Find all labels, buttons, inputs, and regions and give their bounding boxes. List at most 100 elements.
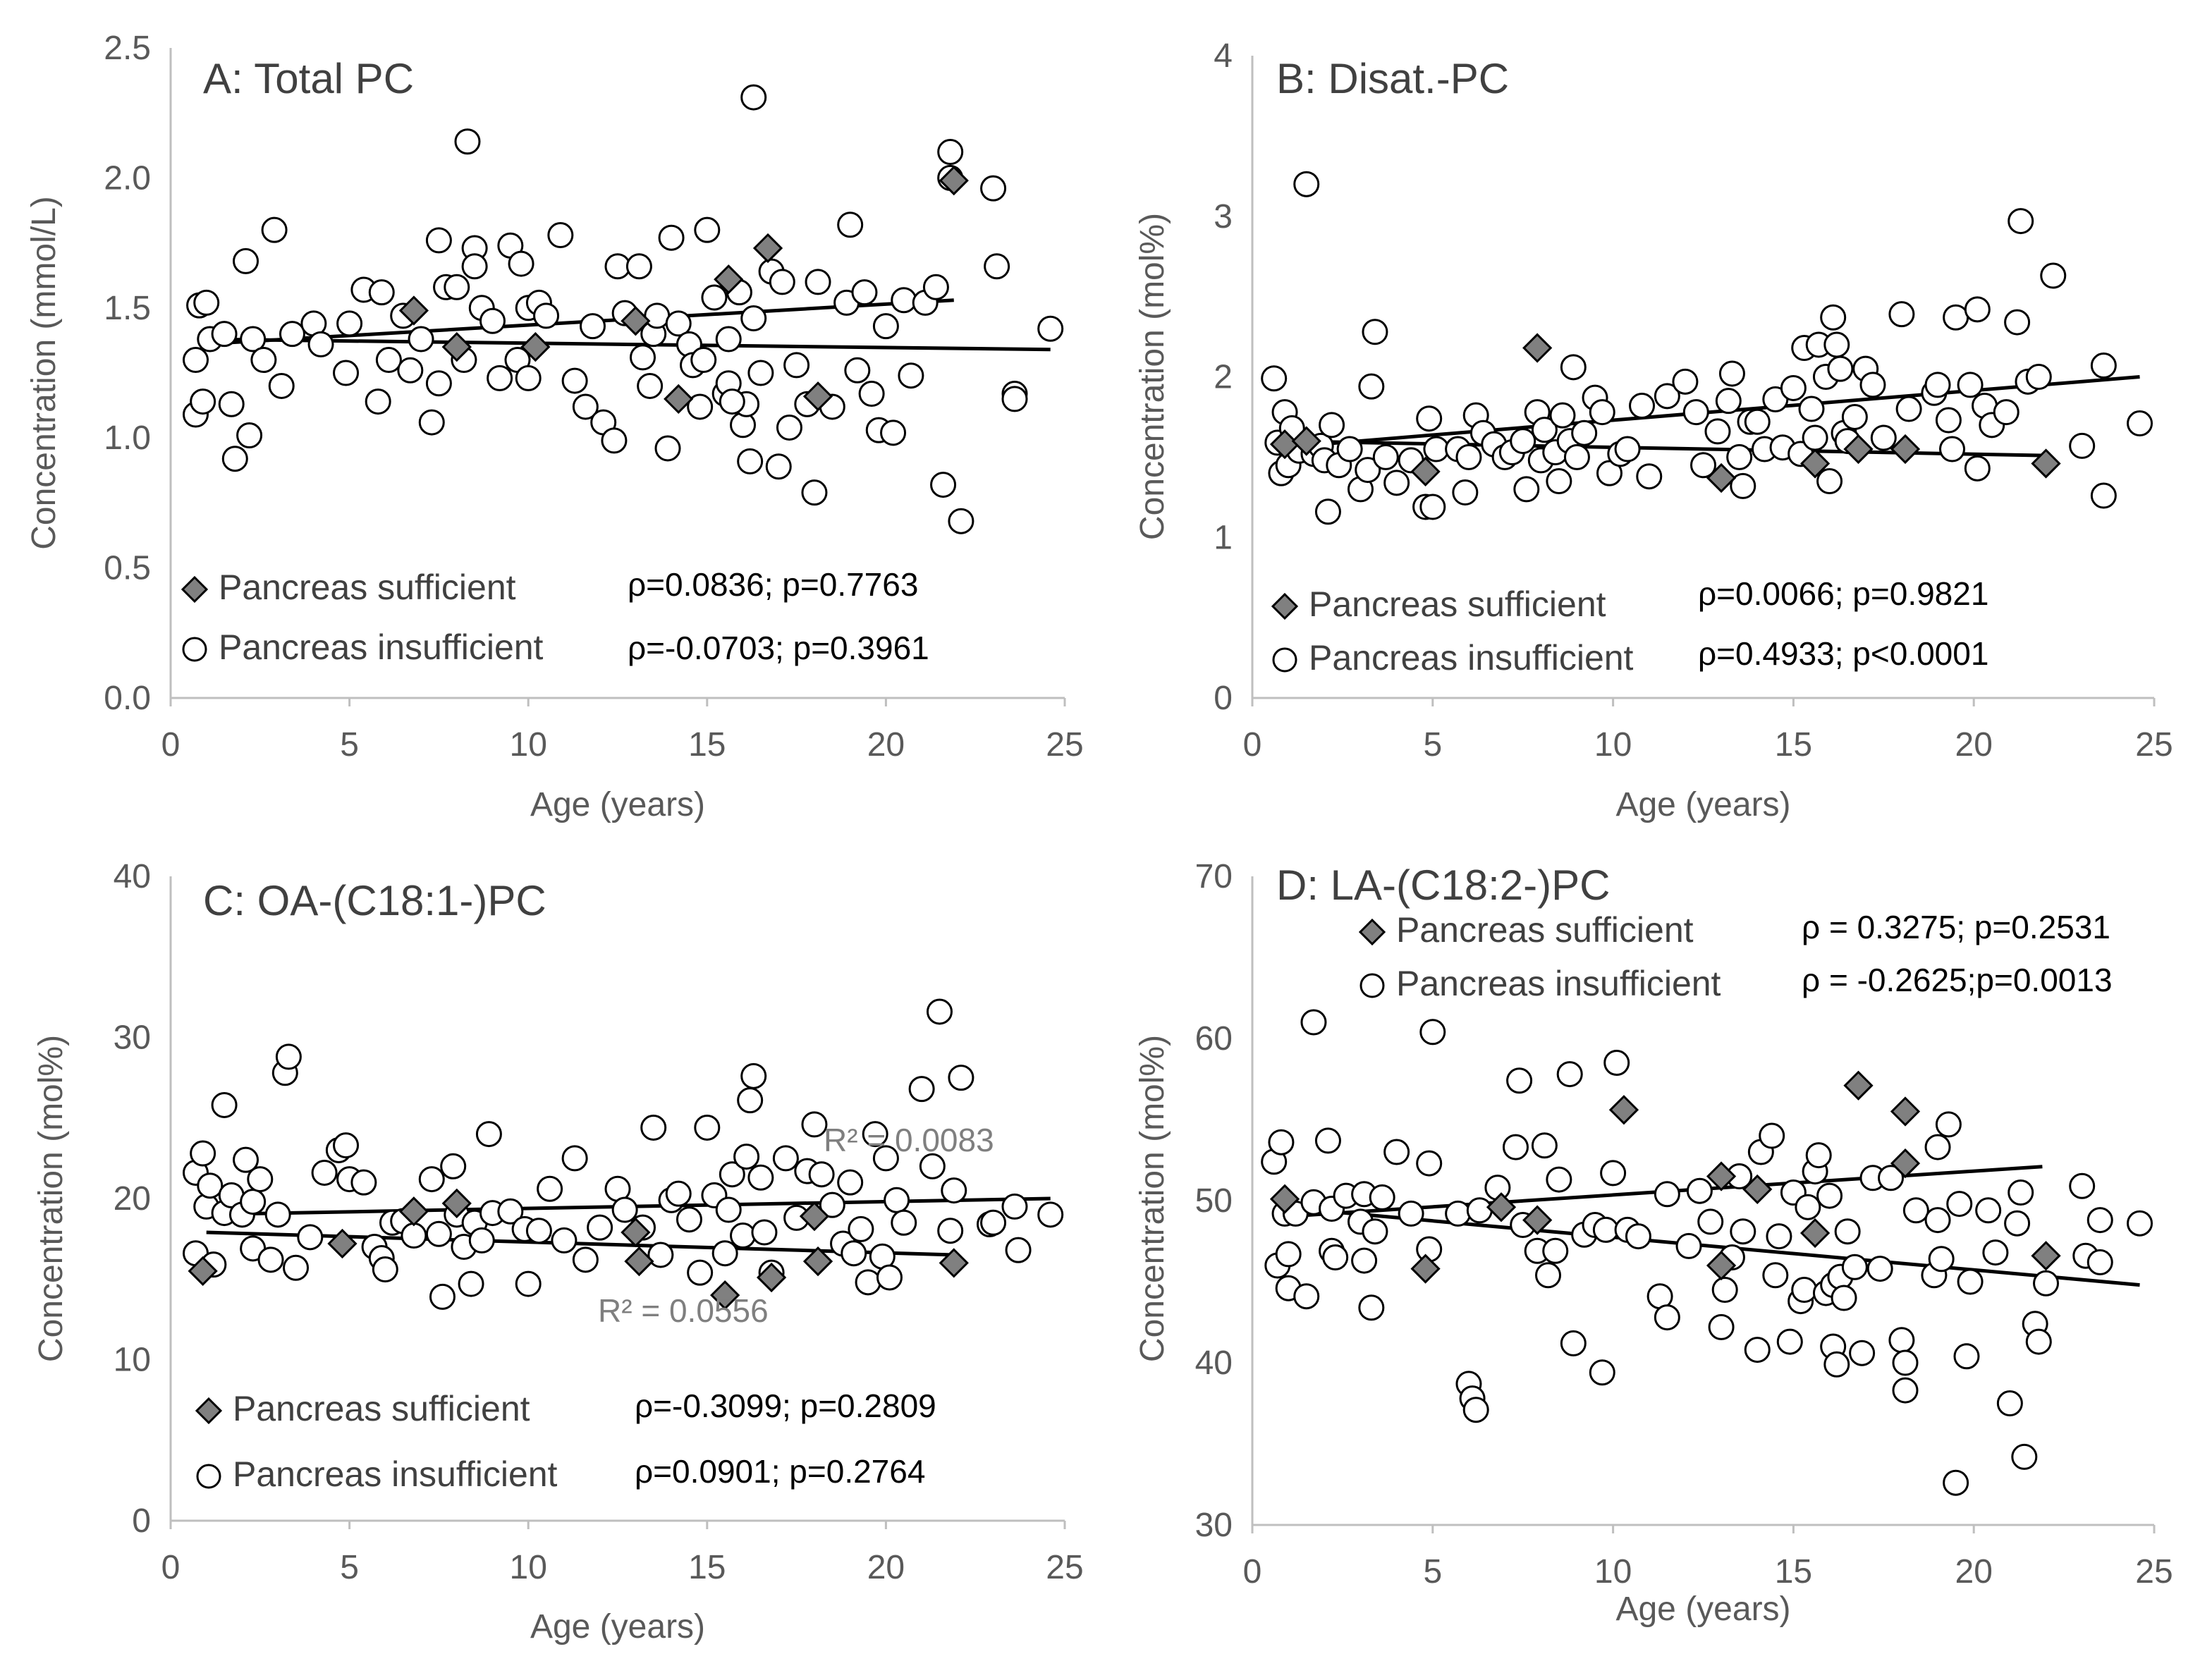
data-point-insufficient bbox=[468, 1227, 495, 1254]
y-tick-label: 0 bbox=[1214, 680, 1233, 717]
data-point-sufficient bbox=[624, 1246, 654, 1277]
data-point-insufficient bbox=[1001, 386, 1028, 412]
data-point-sufficient bbox=[802, 1246, 833, 1277]
data-point-insufficient bbox=[1841, 1254, 1868, 1280]
data-point-sufficient bbox=[1269, 1184, 1300, 1214]
data-point-insufficient bbox=[690, 347, 717, 374]
data-point-insufficient bbox=[264, 1201, 291, 1228]
data-point-insufficient bbox=[1351, 1247, 1378, 1274]
data-point-insufficient bbox=[922, 274, 949, 300]
x-tick-label: 20 bbox=[867, 1549, 905, 1586]
data-point-insufficient bbox=[579, 313, 606, 340]
y-tick-label: 4 bbox=[1214, 37, 1233, 75]
data-point-insufficient bbox=[2069, 432, 2096, 459]
x-tick-label: 15 bbox=[688, 726, 726, 764]
data-point-insufficient bbox=[837, 212, 864, 238]
legend-marker-circle bbox=[1272, 647, 1297, 673]
data-point-sufficient bbox=[1843, 1070, 1874, 1101]
data-point-insufficient bbox=[1037, 315, 1064, 342]
chart-panel-c: 0 10 20 30 40 0 5 10 15 20 25 Age (years) Concentrat… bbox=[32, 858, 1084, 1646]
y-tick-label: 1.5 bbox=[104, 290, 151, 327]
data-point-insufficient bbox=[1546, 1166, 1572, 1193]
data-point-insufficient bbox=[1502, 1134, 1529, 1160]
data-point-insufficient bbox=[183, 347, 209, 374]
data-point-insufficient bbox=[240, 1189, 267, 1215]
data-point-insufficient bbox=[1943, 1469, 1969, 1496]
data-point-sufficient bbox=[1799, 448, 1831, 479]
data-point-insufficient bbox=[547, 222, 574, 249]
data-point-insufficient bbox=[561, 1145, 588, 1172]
data-point-insufficient bbox=[257, 1246, 284, 1273]
data-point-insufficient bbox=[715, 1196, 742, 1223]
data-point-insufficient bbox=[1560, 354, 1587, 381]
data-point-insufficient bbox=[851, 279, 878, 306]
data-point-insufficient bbox=[891, 1209, 917, 1236]
data-point-insufficient bbox=[2069, 1172, 2096, 1199]
y-tick-label: 0.0 bbox=[104, 680, 151, 717]
data-point-insufficient bbox=[898, 362, 924, 389]
chart-panel-b: 0 1 2 3 4 0 5 10 15 20 25 Age (years) Concentration … bbox=[1134, 37, 2173, 823]
data-point-insufficient bbox=[1372, 443, 1399, 470]
data-point-insufficient bbox=[1766, 1223, 1792, 1250]
data-point-insufficient bbox=[1314, 498, 1341, 525]
data-point-insufficient bbox=[197, 1172, 224, 1199]
chart-panel-a: 0.0 0.5 1.0 1.5 2.0 2.5 0 5 10 15 20 25 Age (years) C… bbox=[25, 30, 1084, 823]
data-point-insufficient bbox=[1419, 1019, 1446, 1046]
data-point-insufficient bbox=[1600, 1160, 1627, 1187]
data-point-insufficient bbox=[1362, 319, 1388, 345]
data-point-insufficient bbox=[336, 310, 363, 337]
data-point-insufficient bbox=[783, 352, 810, 379]
data-point-insufficient bbox=[401, 1222, 427, 1249]
data-point-insufficient bbox=[190, 1140, 216, 1167]
data-point-sufficient bbox=[710, 1280, 740, 1311]
trendline-insufficient bbox=[199, 337, 1051, 352]
data-point-insufficient bbox=[1924, 1207, 1951, 1234]
x-tick-label: 5 bbox=[1423, 1553, 1442, 1591]
r-squared-annotation: R² = 0.0556 bbox=[598, 1292, 769, 1329]
data-point-insufficient bbox=[855, 1269, 881, 1296]
data-point-insufficient bbox=[1005, 1237, 1032, 1263]
legend-statistic: ρ = 0.3275; p=0.2531 bbox=[1802, 909, 2110, 945]
data-point-insufficient bbox=[747, 1164, 774, 1191]
y-tick-label: 10 bbox=[114, 1342, 151, 1379]
data-point-insufficient bbox=[1037, 1201, 1064, 1228]
y-tick-label: 40 bbox=[1195, 1344, 1233, 1382]
data-point-insufficient bbox=[694, 216, 721, 243]
data-point-insufficient bbox=[1730, 1218, 1756, 1245]
data-point-insufficient bbox=[1953, 1343, 1980, 1370]
data-point-sufficient bbox=[1410, 1254, 1441, 1284]
data-point-insufficient bbox=[1924, 1134, 1951, 1160]
data-point-sufficient bbox=[2031, 448, 2061, 479]
data-point-insufficient bbox=[772, 1145, 799, 1172]
data-point-insufficient bbox=[740, 84, 767, 111]
data-point-insufficient bbox=[458, 1270, 484, 1297]
legend-statistic: ρ = -0.2625;p=0.0013 bbox=[1802, 962, 2113, 998]
x-tick-label: 15 bbox=[1775, 726, 1812, 764]
data-point-insufficient bbox=[1957, 372, 1984, 398]
data-point-insufficient bbox=[858, 381, 885, 407]
data-point-insufficient bbox=[1964, 296, 1991, 323]
data-point-insufficient bbox=[1820, 304, 1847, 331]
data-point-insufficient bbox=[572, 1246, 599, 1273]
data-point-insufficient bbox=[1275, 1241, 1302, 1268]
data-point-insufficient bbox=[630, 344, 656, 371]
data-point-insufficient bbox=[1455, 443, 1482, 470]
data-point-insufficient bbox=[1546, 468, 1572, 495]
data-point-insufficient bbox=[2127, 410, 2153, 437]
data-point-sufficient bbox=[799, 1201, 830, 1232]
data-point-insufficient bbox=[880, 419, 907, 446]
data-point-insufficient bbox=[884, 1187, 910, 1213]
data-point-insufficient bbox=[1362, 1218, 1388, 1245]
data-point-insufficient bbox=[2086, 1207, 2113, 1234]
data-point-sufficient bbox=[1522, 1205, 1553, 1235]
data-point-insufficient bbox=[1866, 1256, 1893, 1282]
data-point-sufficient bbox=[398, 1196, 429, 1227]
y-tick-label: 1.0 bbox=[104, 419, 151, 457]
x-tick-label: 10 bbox=[510, 726, 547, 764]
y-tick-label: 40 bbox=[114, 858, 151, 895]
data-point-insufficient bbox=[1445, 1200, 1472, 1227]
trendline-sufficient bbox=[1281, 439, 2046, 458]
legend-marker-circle bbox=[1359, 973, 1385, 998]
data-point-insufficient bbox=[418, 409, 445, 436]
